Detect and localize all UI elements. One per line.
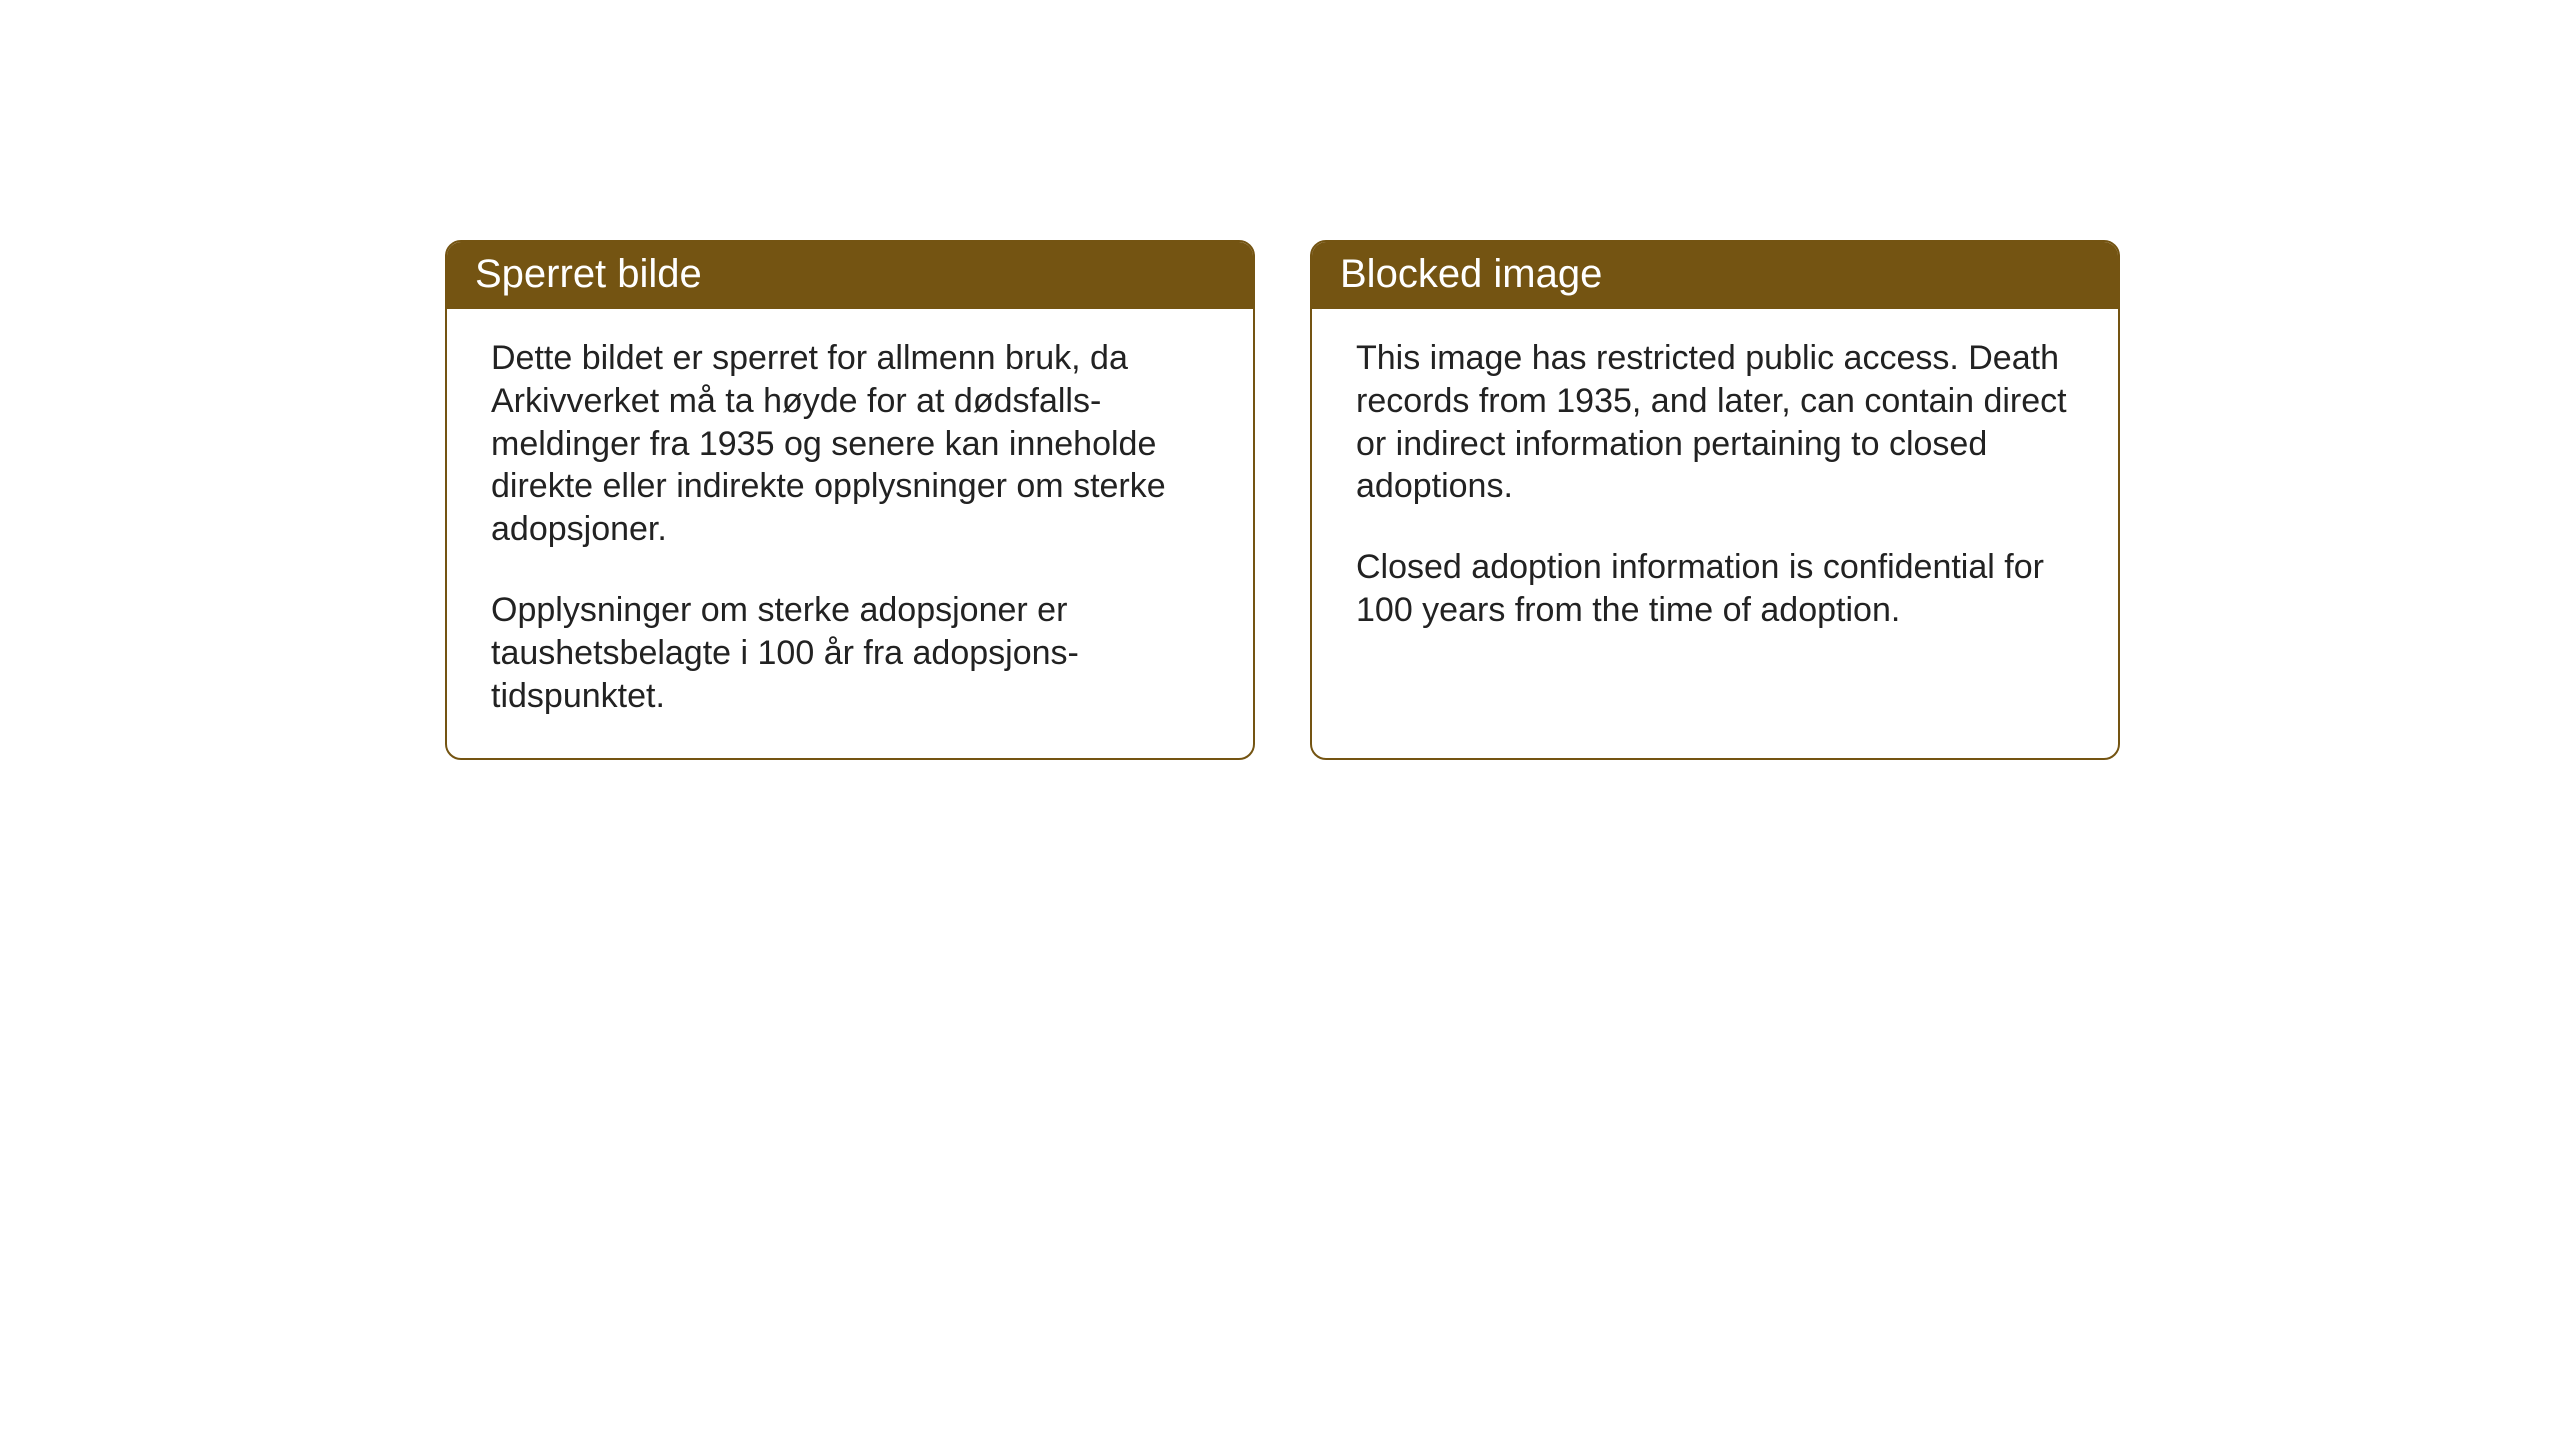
notice-paragraph-english-2: Closed adoption information is confident… (1356, 546, 2074, 632)
notice-header-english: Blocked image (1312, 242, 2118, 309)
notice-body-english: This image has restricted public access.… (1312, 309, 2118, 672)
notice-card-norwegian: Sperret bilde Dette bildet er sperret fo… (445, 240, 1255, 760)
notice-card-english: Blocked image This image has restricted … (1310, 240, 2120, 760)
notice-container: Sperret bilde Dette bildet er sperret fo… (445, 240, 2120, 760)
notice-paragraph-english-1: This image has restricted public access.… (1356, 337, 2074, 508)
notice-header-norwegian: Sperret bilde (447, 242, 1253, 309)
notice-paragraph-norwegian-1: Dette bildet er sperret for allmenn bruk… (491, 337, 1209, 551)
notice-body-norwegian: Dette bildet er sperret for allmenn bruk… (447, 309, 1253, 758)
notice-paragraph-norwegian-2: Opplysninger om sterke adopsjoner er tau… (491, 589, 1209, 717)
